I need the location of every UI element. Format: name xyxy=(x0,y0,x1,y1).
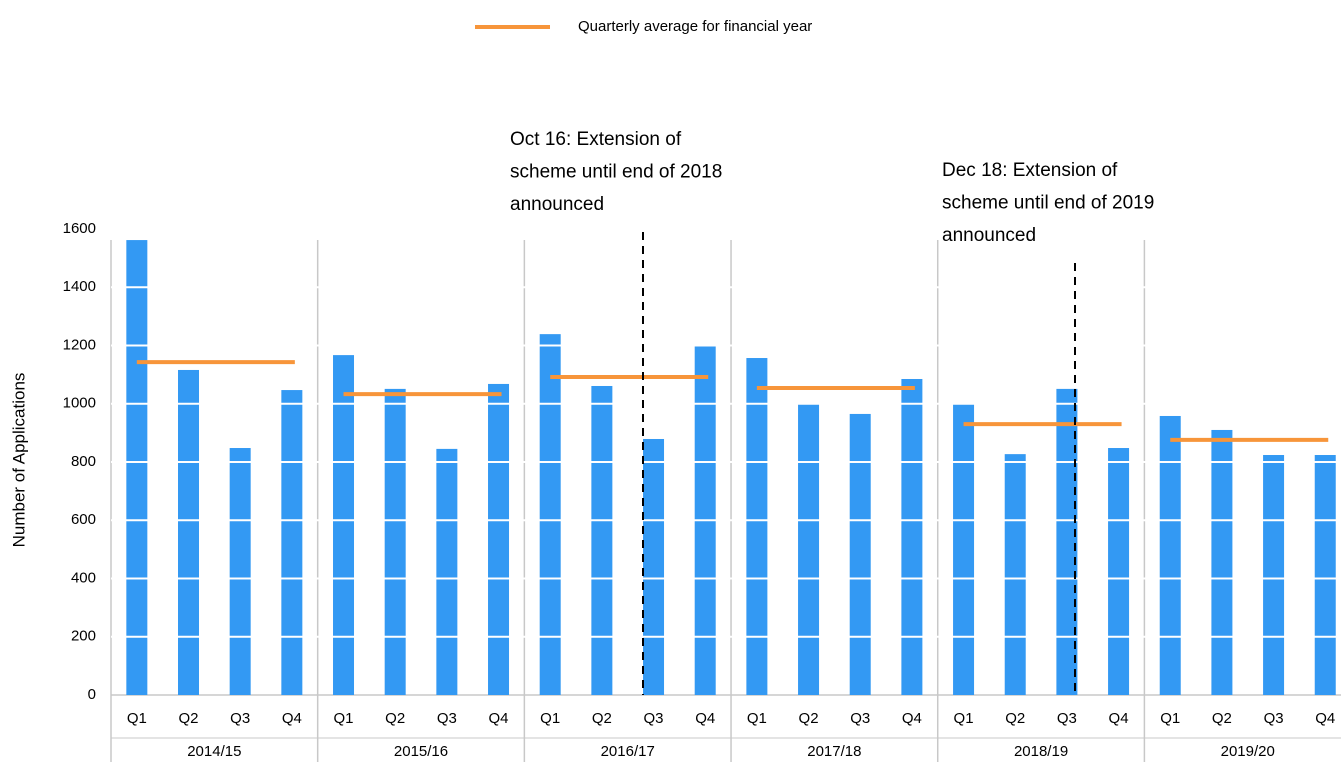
annotation-text: scheme until end of 2019 xyxy=(942,193,1154,214)
group-label: 2016/17 xyxy=(601,743,655,760)
x-tick-label: Q3 xyxy=(1057,710,1077,727)
bar xyxy=(798,404,820,695)
bar xyxy=(539,334,561,695)
x-tick-label: Q4 xyxy=(1109,710,1129,727)
legend-label: Quarterly average for financial year xyxy=(578,18,812,35)
bar xyxy=(849,413,871,695)
y-tick-label: 1600 xyxy=(63,220,96,237)
y-tick-label: 200 xyxy=(71,628,96,645)
x-tick-label: Q2 xyxy=(1005,710,1025,727)
x-tick-label: Q3 xyxy=(1264,710,1284,727)
x-tick-label: Q2 xyxy=(592,710,612,727)
x-tick-label: Q2 xyxy=(799,710,819,727)
y-tick-label: 600 xyxy=(71,511,96,528)
x-tick-label: Q3 xyxy=(437,710,457,727)
bar xyxy=(901,378,923,695)
group-label: 2015/16 xyxy=(394,743,448,760)
group-label: 2017/18 xyxy=(807,743,861,760)
x-tick-label: Q4 xyxy=(282,710,302,727)
x-tick-label: Q1 xyxy=(334,710,354,727)
annotation-text: Dec 18: Extension of xyxy=(942,160,1118,181)
x-tick-label: Q1 xyxy=(127,710,147,727)
y-tick-label: 1400 xyxy=(63,278,96,295)
x-tick-label: Q1 xyxy=(540,710,560,727)
bar xyxy=(1159,415,1181,695)
bar xyxy=(281,390,303,695)
y-tick-label: 800 xyxy=(71,453,96,470)
bar xyxy=(126,240,148,695)
group-label: 2018/19 xyxy=(1014,743,1068,760)
annotation-text: announced xyxy=(942,225,1036,246)
x-tick-label: Q2 xyxy=(385,710,405,727)
x-tick-label: Q1 xyxy=(747,710,767,727)
bar xyxy=(591,385,613,695)
y-tick-label: 1000 xyxy=(63,395,96,412)
bar xyxy=(1004,454,1026,695)
x-tick-label: Q4 xyxy=(489,710,509,727)
bar xyxy=(643,438,665,695)
bar xyxy=(436,448,458,695)
bar xyxy=(1108,448,1130,695)
y-axis-title: Number of Applications xyxy=(9,373,28,548)
bar xyxy=(333,355,355,695)
bar xyxy=(1314,455,1336,695)
x-tick-label: Q4 xyxy=(1315,710,1335,727)
y-tick-label: 0 xyxy=(88,686,96,703)
x-tick-label: Q4 xyxy=(695,710,715,727)
group-label: 2014/15 xyxy=(187,743,241,760)
bar xyxy=(384,388,406,695)
bar xyxy=(746,358,768,695)
bar xyxy=(488,383,510,695)
x-tick-label: Q1 xyxy=(954,710,974,727)
annotation-text: Oct 16: Extension of xyxy=(510,129,682,150)
x-tick-label: Q3 xyxy=(230,710,250,727)
group-label: 2019/20 xyxy=(1221,743,1275,760)
x-tick-label: Q2 xyxy=(1212,710,1232,727)
bar xyxy=(178,369,200,695)
x-tick-label: Q4 xyxy=(902,710,922,727)
bar xyxy=(1056,388,1078,695)
bar xyxy=(953,404,975,695)
x-tick-label: Q3 xyxy=(644,710,664,727)
bar xyxy=(1211,429,1233,695)
bar xyxy=(229,448,251,695)
y-tick-label: 1200 xyxy=(63,336,96,353)
annotation-text: announced xyxy=(510,194,604,215)
x-tick-label: Q3 xyxy=(850,710,870,727)
x-tick-label: Q1 xyxy=(1160,710,1180,727)
y-tick-label: 400 xyxy=(71,569,96,586)
annotation-text: scheme until end of 2018 xyxy=(510,162,722,183)
x-tick-label: Q2 xyxy=(178,710,198,727)
bar xyxy=(1263,455,1285,695)
